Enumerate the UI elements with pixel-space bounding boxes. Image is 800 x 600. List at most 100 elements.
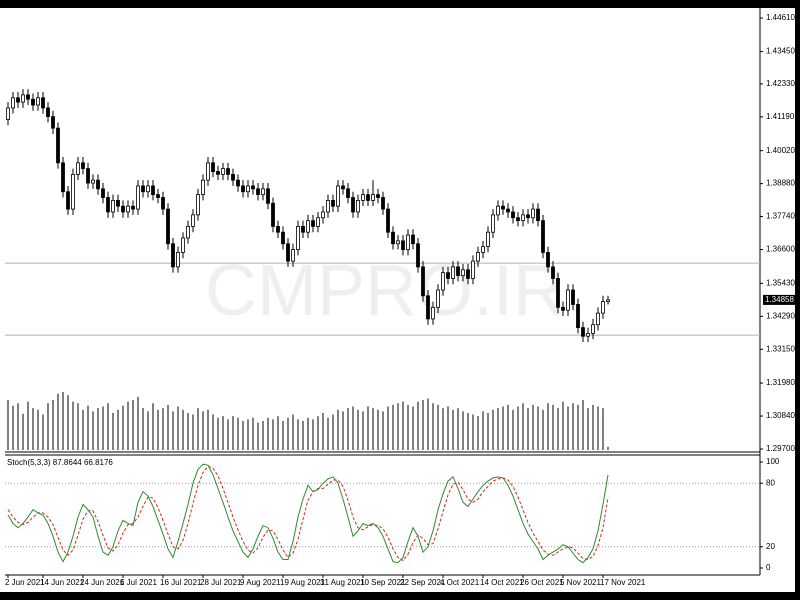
candle-body — [526, 214, 530, 219]
watermark: CMPRO.IR — [205, 251, 565, 331]
candle-body — [276, 226, 280, 233]
y-tick-label: 1.31980 — [766, 378, 795, 387]
x-tick-label: 14 Jun 2021 — [40, 578, 85, 587]
candle-body — [536, 208, 540, 222]
candle-body — [461, 269, 465, 276]
candle-body — [216, 171, 220, 175]
candle-body — [36, 97, 40, 106]
candle-body — [436, 289, 440, 308]
candle-body — [261, 188, 265, 196]
x-tick-label: 9 Aug 2021 — [240, 578, 281, 587]
candle-body — [371, 194, 375, 201]
candle-body — [96, 179, 100, 190]
candle-body — [596, 312, 600, 326]
candle-body — [586, 332, 590, 337]
candle-body — [226, 168, 230, 175]
candle-body — [256, 188, 260, 196]
candle-body — [81, 162, 85, 170]
candle-body — [326, 200, 330, 213]
candle-body — [71, 173, 75, 210]
y-tick-label: 1.35430 — [766, 278, 795, 287]
x-tick-label: 2 Jun 2021 — [5, 578, 45, 587]
candle-body — [76, 162, 80, 175]
candle-body — [486, 231, 490, 248]
stoch-tick-label: 0 — [766, 563, 771, 572]
candle-body — [341, 185, 345, 190]
y-tick-label: 1.34290 — [766, 311, 795, 320]
candle-body — [411, 234, 415, 245]
y-tick-label: 1.41190 — [766, 112, 795, 121]
candle-body — [331, 200, 335, 207]
y-tick-label: 1.29700 — [766, 444, 795, 453]
candle-body — [496, 205, 500, 216]
candle-body — [506, 208, 510, 213]
candle-body — [271, 202, 275, 227]
candle-body — [21, 94, 25, 103]
candle-body — [521, 214, 525, 222]
candle-body — [591, 324, 595, 334]
candle-body — [571, 289, 575, 305]
candle-body — [446, 272, 450, 279]
candle-body — [66, 191, 70, 210]
candle-body — [516, 217, 520, 222]
candle-body — [181, 237, 185, 253]
y-tick-label: 1.36600 — [766, 245, 795, 254]
candle-body — [61, 162, 65, 193]
candle-body — [421, 266, 425, 297]
candle-body — [306, 220, 310, 233]
candle-body — [41, 97, 45, 109]
candle-body — [121, 205, 125, 213]
candle-body — [401, 240, 405, 250]
candle-body — [501, 205, 505, 210]
candle-body — [366, 194, 370, 201]
candle-body — [476, 252, 480, 262]
y-tick-label: 1.44610 — [766, 13, 795, 22]
x-tick-label: 31 Aug 2021 — [320, 578, 365, 587]
candle-body — [601, 301, 605, 314]
candle-body — [386, 208, 390, 233]
candle-body — [211, 162, 215, 172]
candle-body — [111, 200, 115, 213]
x-tick-label: 16 Jul 2021 — [160, 578, 202, 587]
candle-body — [456, 266, 460, 276]
x-tick-label: 5 Nov 2021 — [560, 578, 601, 587]
candle-body — [146, 185, 150, 193]
current-price-label: 1.34858 — [765, 295, 794, 304]
candle-body — [481, 246, 485, 253]
candle-body — [176, 252, 180, 268]
candle-body — [396, 240, 400, 245]
candle-body — [336, 185, 340, 207]
stoch-tick-label: 100 — [766, 457, 780, 466]
stoch-k-line — [7, 463, 609, 564]
candle-body — [441, 272, 445, 291]
candle-body — [6, 107, 10, 120]
candle-body — [356, 200, 360, 213]
price-label-box — [763, 294, 795, 305]
candle-body — [156, 194, 160, 198]
candle-body — [46, 107, 50, 117]
candle-body — [16, 97, 20, 103]
candle-body — [11, 97, 15, 109]
candle-body — [551, 266, 555, 279]
candle-body — [246, 185, 250, 193]
y-tick-label: 1.42330 — [766, 79, 795, 88]
candle-body — [376, 194, 380, 198]
candle-body — [291, 249, 295, 262]
candle-body — [201, 179, 205, 196]
candle-body — [531, 208, 535, 219]
chart-background — [0, 8, 795, 592]
candle-body — [56, 127, 60, 164]
candle-body — [251, 185, 255, 190]
candle-body — [131, 205, 135, 210]
candle-body — [241, 185, 245, 193]
x-tick-label: 4 Oct 2021 — [440, 578, 480, 587]
x-tick-label: 26 Oct 2021 — [520, 578, 564, 587]
candle-body — [451, 266, 455, 279]
y-tick-label: 1.38880 — [766, 179, 795, 188]
candle-body — [141, 185, 145, 193]
x-tick-label: 17 Nov 2021 — [600, 578, 646, 587]
candle-body — [321, 211, 325, 219]
x-tick-label: 28 Jul 2021 — [200, 578, 242, 587]
